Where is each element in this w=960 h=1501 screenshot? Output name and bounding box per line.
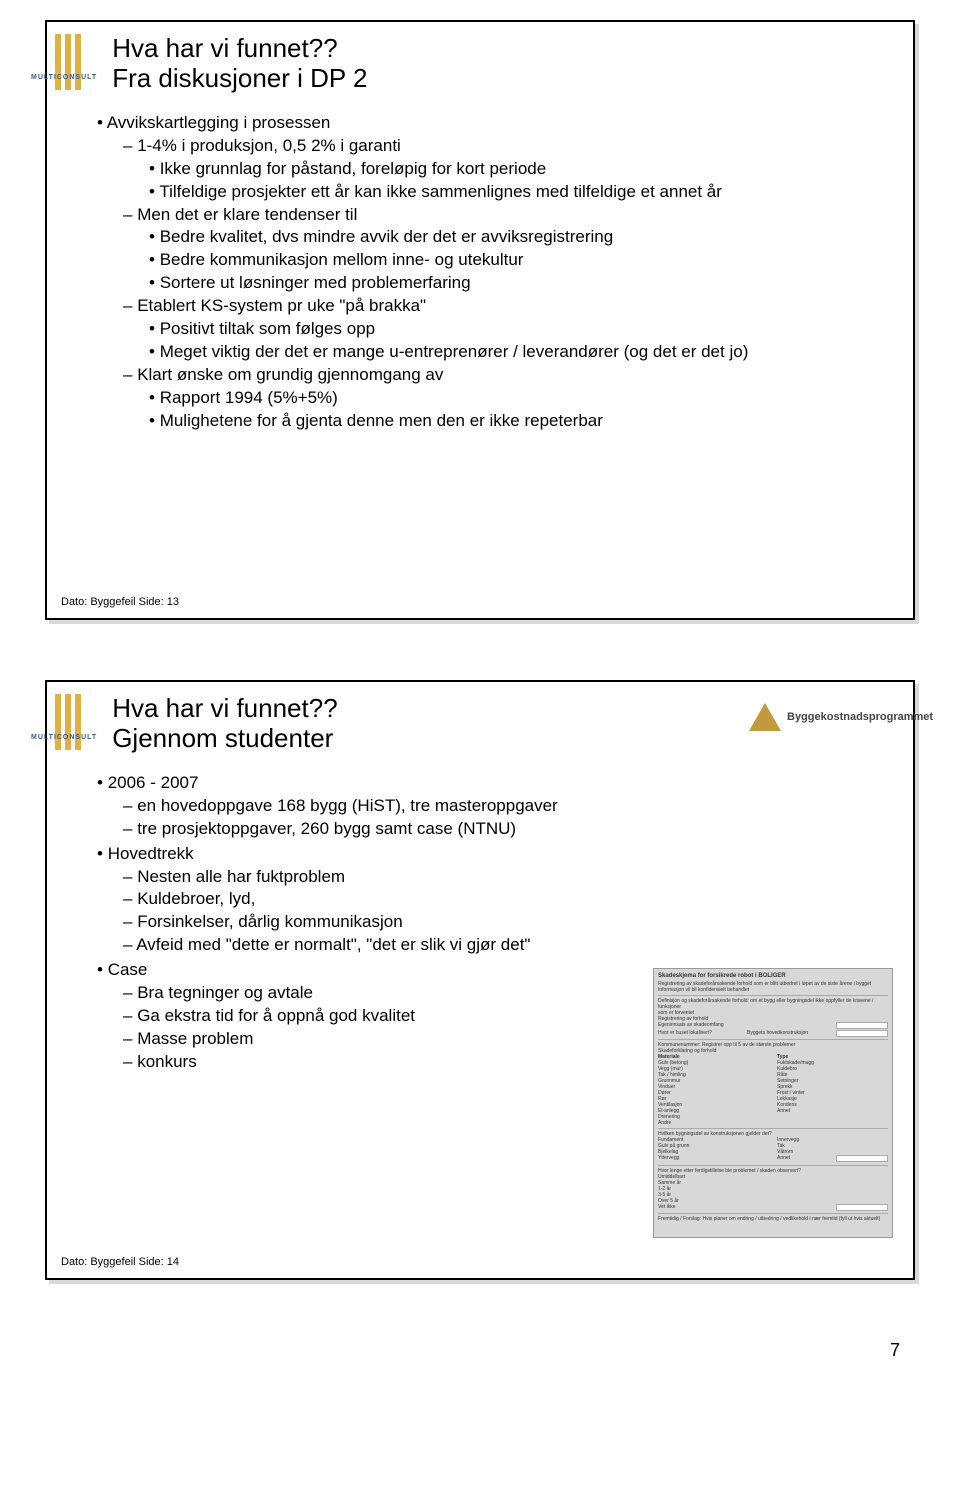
bullet: en hovedoppgave 168 bygg (HiST), tre mas… <box>123 795 883 818</box>
bullet: Avvikskartlegging i prosessen 1-4% i pro… <box>97 112 883 433</box>
bullet: Avfeid med "dette er normalt", "det er s… <box>123 934 883 957</box>
bullet: Bedre kommunikasjon mellom inne- og utek… <box>149 249 883 272</box>
bullet: Forsinkelser, dårlig kommunikasjon <box>123 911 883 934</box>
bullet: Hovedtrekk Nesten alle har fuktproblem K… <box>97 843 883 958</box>
slide-title-line1: Hva har vi funnet?? <box>112 34 889 64</box>
slide-14: MULTICONSULT Hva har vi funnet?? Gjennom… <box>45 680 915 1280</box>
bullet: 1-4% i produksjon, 0,5 2% i garanti Ikke… <box>123 135 883 204</box>
multiconsult-logo: MULTICONSULT <box>55 34 112 90</box>
logo-text: MULTICONSULT <box>31 74 97 81</box>
bullet: Rapport 1994 (5%+5%) <box>149 387 883 410</box>
logo-bars <box>55 694 81 750</box>
logo-text: MULTICONSULT <box>31 734 97 741</box>
bullet: Sortere ut løsninger med problemerfaring <box>149 272 883 295</box>
logo-bars <box>55 34 81 90</box>
form-thumbnail: Skadeskjema for forsikrede robot i BOLIG… <box>653 968 893 1238</box>
bullet: Men det er klare tendenser til Bedre kva… <box>123 204 883 296</box>
slide-title-line2: Gjennom studenter <box>112 724 749 754</box>
title-block: Hva har vi funnet?? Gjennom studenter <box>112 694 749 754</box>
slide-footer: Dato: Byggefeil Side: 14 <box>61 1256 179 1268</box>
bullet: Mulighetene for å gjenta denne men den e… <box>149 410 883 433</box>
slide-footer: Dato: Byggefeil Side: 13 <box>61 596 179 608</box>
bullet: tre prosjektoppgaver, 260 bygg samt case… <box>123 818 883 841</box>
slide-title-line1: Hva har vi funnet?? <box>112 694 749 724</box>
multiconsult-logo: MULTICONSULT <box>55 694 112 750</box>
page-number: 7 <box>20 1340 940 1361</box>
bullet: Etablert KS-system pr uke "på brakka" Po… <box>123 295 883 364</box>
triangle-icon <box>749 703 781 731</box>
title-block: Hva har vi funnet?? Fra diskusjoner i DP… <box>112 34 889 94</box>
bullet: Nesten alle har fuktproblem <box>123 866 883 889</box>
bullet: Meget viktig der det er mange u-entrepre… <box>149 341 883 364</box>
slide-content: Avvikskartlegging i prosessen 1-4% i pro… <box>47 94 913 445</box>
bullet: 2006 - 2007 en hovedoppgave 168 bygg (Hi… <box>97 772 883 841</box>
bullet: Positivt tiltak som følges opp <box>149 318 883 341</box>
bullet: Ikke grunnlag for påstand, foreløpig for… <box>149 158 883 181</box>
slide-title-line2: Fra diskusjoner i DP 2 <box>112 64 889 94</box>
byggekostnad-logo: Byggekostnadsprogrammet <box>749 694 889 740</box>
slide-header: MULTICONSULT Hva har vi funnet?? Fra dis… <box>47 22 913 94</box>
bullet: Tilfeldige prosjekter ett år kan ikke sa… <box>149 181 883 204</box>
bullet: Kuldebroer, lyd, <box>123 888 883 911</box>
bullet: Klart ønske om grundig gjennomgang av Ra… <box>123 364 883 433</box>
slide-13: MULTICONSULT Hva har vi funnet?? Fra dis… <box>45 20 915 620</box>
slide-header: MULTICONSULT Hva har vi funnet?? Gjennom… <box>47 682 913 754</box>
bullet: Bedre kvalitet, dvs mindre avvik der det… <box>149 226 883 249</box>
